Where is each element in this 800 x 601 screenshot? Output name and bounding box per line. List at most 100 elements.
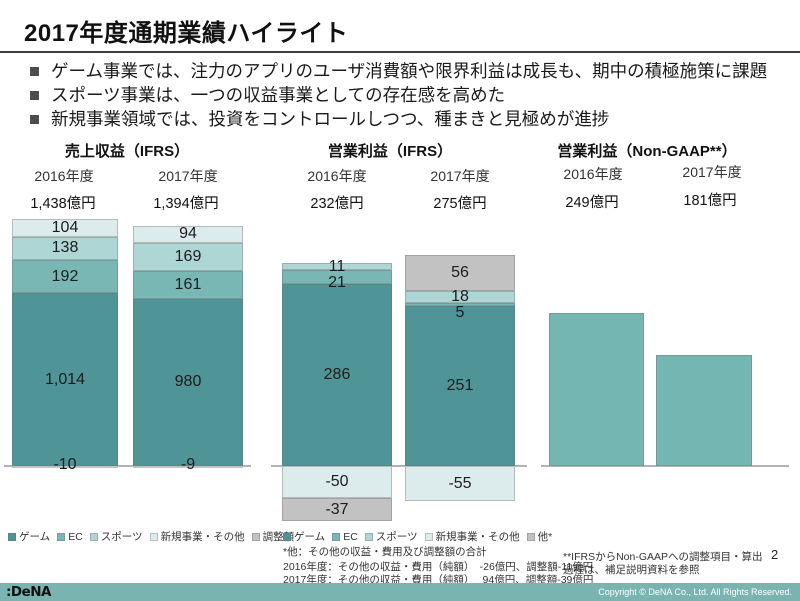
chart1-bar1-segment-0 [12,293,118,466]
chart2-bar2-value-label: -55 [448,474,472,492]
footnote-line: 過程は、補足説明資料を参照 [563,564,700,576]
legend-swatch-icon [149,532,158,541]
legend-swatch-icon [283,532,291,541]
chart2-bar1-value-label: 11 [328,257,346,275]
chart2-bar1-segment-0 [282,283,392,466]
chart1-bar1-value-label: 192 [51,267,79,285]
chart1-bar1-segment-2 [12,236,118,261]
legend-swatch-icon [57,532,66,541]
chart2-total-2017: 275億円 [433,196,487,212]
chart2-legend: ゲーム EC スポーツ 新規事業・その他 他* [283,529,552,544]
chart3-total-2017: 181億円 [683,193,737,209]
legend-swatch-icon [364,532,373,541]
chart3-total-2016: 249億円 [565,195,619,211]
chart1-legend-item-0: ゲーム [8,529,50,544]
chart1-bar1-value-label: 104 [51,218,79,236]
chart1-legend-item-2: スポーツ [89,529,143,544]
chart2-bar2-value-label: 18 [451,287,469,305]
legend-swatch-icon [526,532,535,541]
bullet-list: ゲーム事業では、注力のアプリのユーザ消費額や限界利益は成長も、期中の積極施策に課… [30,60,790,132]
chart1-title: 売上収益（IFRS） [64,143,190,160]
chart2-bar1-segment-2 [282,263,392,271]
chart1-total-2017: 1,394億円 [153,196,219,212]
chart1-bar1-value-label: 1,014 [44,370,86,388]
page-title: 2017年度通期業績ハイライト [24,20,349,47]
chart1-bar2-value-label: 94 [179,225,197,243]
chart1-bar2-segment-0 [133,298,243,466]
chart2-bar2-value-label: 56 [451,264,469,282]
chart2-axis [271,465,527,467]
chart1-category-2016: 2016年度 [34,168,94,184]
chart2-legend-item-3: 新規事業・その他 [424,529,520,544]
chart2-category-2016: 2016年度 [307,168,367,184]
chart2-category-2017: 2017年度 [430,168,490,184]
bullet-text: 新規事業領域では、投資をコントロールしつつ、種まきと見極めが進捗 [51,109,610,129]
bullet-item: スポーツ事業は、一つの収益事業としての存在感を高めた [30,84,790,106]
chart2-legend-item-4: 他* [526,529,552,544]
chart1-bar2-value-label: 169 [174,247,202,265]
chart2-legend-item-0: ゲーム [283,529,325,544]
legend-swatch-icon [8,532,16,541]
chart1-bar1-segment-1 [12,260,118,293]
chart1-bar1-value-label: 138 [51,239,79,257]
chart1-axis [4,465,251,467]
chart2-bar1-value-label: -37 [325,500,349,518]
chart1-bar2-value-label: 980 [174,373,202,391]
bullet-square-icon [30,115,39,124]
chart1-bar2-segment-4 [133,466,243,468]
chart1-bar2-segment-2 [133,242,243,272]
footnote-line: 2016年度：その他の収益・費用（純額） -26億円、調整額-11億円 [283,560,594,573]
chart2-total-2016: 232億円 [310,196,364,212]
chart1-bar2-value-label: -9 [180,456,196,473]
legend-swatch-icon [332,532,341,541]
chart1-bar1-segment-4 [12,466,118,468]
chart2-bar2-segment-3 [405,466,515,502]
chart1-bar1-value-label: -10 [53,456,77,473]
legend-swatch-icon [251,532,260,541]
chart2-legend-item-1: EC [332,531,358,543]
bullet-square-icon [30,67,39,76]
chart1-legend: ゲーム EC スポーツ 新規事業・その他 調整額 [8,529,294,544]
chart2-bar1-segment-3 [282,466,392,498]
bullet-text: ゲーム事業では、注力のアプリのユーザ消費額や限界利益は成長も、期中の積極施策に課… [51,61,768,81]
dena-logo: :DeNA [6,584,52,600]
title-divider [0,51,800,53]
footnote-line: *他：その他の収益・費用及び調整額の合計 [283,546,487,558]
chart1-total-2016: 1,438億円 [30,196,96,212]
chart2-bar2-value-label: 5 [455,303,465,321]
chart2-bar2-value-label: 251 [446,376,474,394]
chart3-bar1-segment-0 [549,312,644,466]
chart3-title: 営業利益（Non-GAAP**） [557,143,737,160]
chart2-bar1-value-label: 21 [328,273,346,291]
chart1-category-2017: 2017年度 [158,168,218,184]
chart1-bar2-segment-1 [133,271,243,299]
chart3-axis [541,465,789,467]
chart3-category-2016: 2016年度 [563,166,623,182]
chart3-bar2-segment-0 [656,354,752,466]
chart2-bar1-value-label: 286 [323,365,351,383]
chart2-legend-item-2: スポーツ [364,529,418,544]
chart1-bar2-value-label: 161 [174,276,202,294]
bullet-square-icon [30,91,39,100]
chart3-category-2017: 2017年度 [682,164,742,180]
chart1-bar2-segment-3 [133,226,243,243]
footnote-right: **IFRSからNon-GAAPへの調整項目・算出 過程は、補足説明資料を参照 [563,551,763,577]
chart1-legend-item-1: EC [57,531,83,543]
legend-swatch-icon [89,532,98,541]
footer-copyright: Copyright © DeNA Co., Ltd. All Rights Re… [598,587,792,597]
chart2-bar1-value-label: -50 [325,472,349,490]
chart2-title: 営業利益（IFRS） [327,143,453,160]
legend-swatch-icon [424,532,433,541]
footnote-left: *他：その他の収益・費用及び調整額の合計 2016年度：その他の収益・費用（純額… [283,546,593,588]
chart2-bar2-segment-4 [405,255,515,292]
footer-bar: :DeNA Copyright © DeNA Co., Ltd. All Rig… [0,583,800,601]
footnote-line: **IFRSからNon-GAAPへの調整項目・算出 [563,551,763,563]
chart1-bar1-segment-3 [12,218,118,237]
chart2-bar2-segment-1 [405,302,515,306]
chart2-bar2-segment-0 [405,305,515,466]
bullet-item: 新規事業領域では、投資をコントロールしつつ、種まきと見極めが進捗 [30,108,790,130]
bullet-text: スポーツ事業は、一つの収益事業としての存在感を高めた [51,85,506,105]
chart2-bar2-segment-2 [405,291,515,303]
chart1-legend-item-3: 新規事業・その他 [149,529,245,544]
